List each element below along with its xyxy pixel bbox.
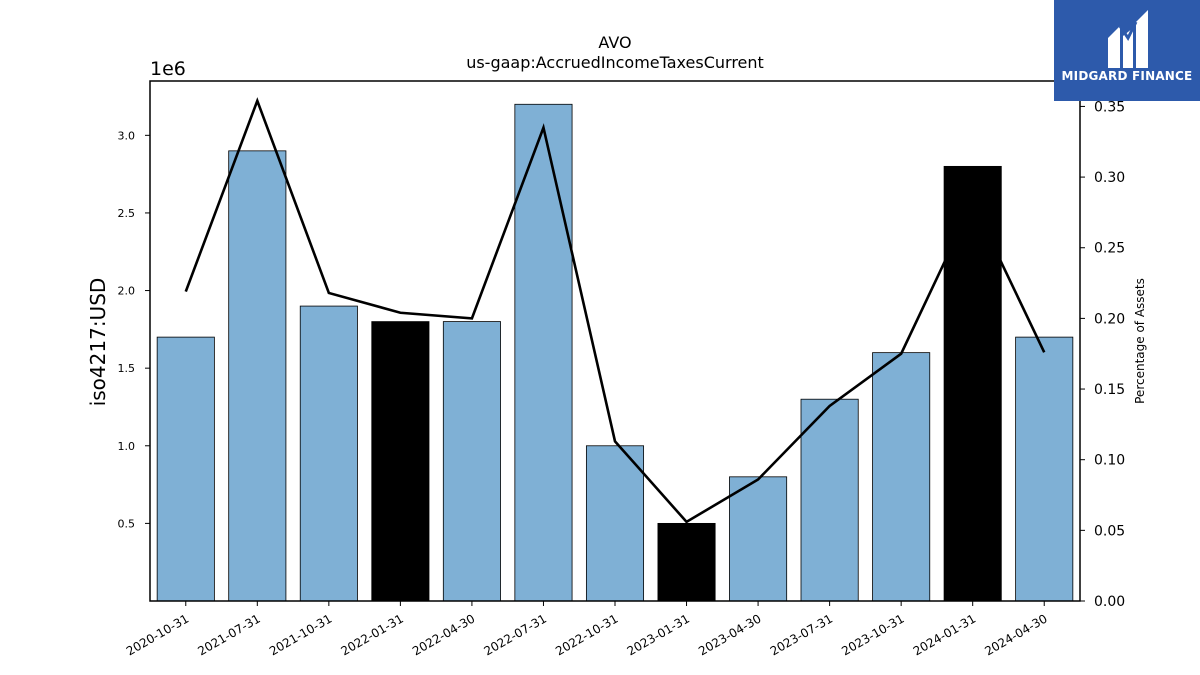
y-right-tick-label: 0.35 (1094, 99, 1125, 115)
brand-name: MIDGARD FINANCE (1061, 69, 1193, 83)
bar (156, 336, 215, 602)
x-tick-label: 2022-07-31 (482, 611, 549, 658)
line-series (184, 97, 1046, 524)
bar (371, 321, 430, 602)
x-tick-label: 2022-01-31 (338, 611, 405, 658)
brand-badge: MIDGARD FINANCE (1054, 0, 1200, 101)
y-right-tick-label: 0.30 (1094, 170, 1125, 186)
bar (585, 445, 645, 602)
bar (442, 321, 501, 602)
chart-subtitle: us-gaap:AccruedIncomeTaxesCurrent (466, 53, 764, 72)
bar (228, 150, 287, 602)
y-right-tick-label: 0.15 (1094, 382, 1125, 398)
y-right-tick-label: 0.25 (1094, 241, 1125, 257)
bar (943, 165, 1002, 602)
x-tick-label: 2021-10-31 (267, 611, 334, 658)
y-right-tick-label: 0.00 (1094, 594, 1125, 610)
x-tick-label: 2023-01-31 (625, 611, 692, 658)
y-right-tick-label: 0.20 (1094, 311, 1125, 327)
x-tick-label: 2024-01-31 (911, 611, 978, 658)
y-tick-label: 0.5 (118, 517, 136, 530)
bar-series (156, 103, 1074, 602)
x-tick-label: 2022-10-31 (553, 611, 620, 658)
percentage-line (184, 97, 1046, 524)
bar (299, 305, 358, 602)
bar (729, 476, 788, 602)
y-tick-label: 2.0 (118, 285, 136, 298)
bar (657, 522, 716, 602)
y-tick-label: 2.5 (118, 207, 136, 220)
bar (514, 103, 573, 602)
x-tick-label: 2023-10-31 (839, 611, 906, 658)
y-tick-label: 1.0 (118, 440, 136, 453)
x-tick-label: 2020-10-31 (124, 611, 191, 658)
y-right-tick-label: 0.10 (1094, 453, 1125, 469)
bar (872, 352, 931, 602)
midgard-logo-icon (1108, 10, 1148, 68)
bar (800, 398, 859, 602)
y-right-tick-label: 0.05 (1094, 523, 1125, 539)
y-offset-label: 1e6 (150, 58, 186, 80)
x-tick-label: 2023-04-30 (696, 611, 763, 658)
x-tick-label: 2024-04-30 (982, 611, 1049, 658)
y-tick-label: 1.5 (118, 362, 136, 375)
chart-title: AVO (598, 33, 631, 52)
y-tick-label: 3.0 (118, 129, 136, 142)
x-tick-label: 2023-07-31 (768, 611, 835, 658)
y-axis-right-label: Percentage of Assets (1133, 278, 1147, 404)
y-axis-label: iso4217:USD (86, 278, 110, 407)
x-tick-label: 2022-04-30 (410, 611, 477, 658)
bar (1015, 336, 1074, 602)
x-tick-label: 2021-07-31 (195, 611, 262, 658)
